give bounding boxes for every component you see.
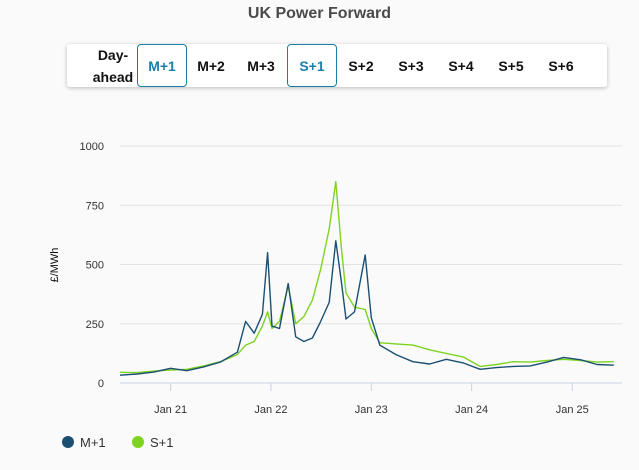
x-tick-label: Jan 22 <box>254 404 287 416</box>
tab-s1[interactable]: S+1 <box>287 44 337 87</box>
tab-s6[interactable]: S+6 <box>548 57 574 74</box>
y-tick-label: 250 <box>86 319 104 331</box>
y-tick-label: 1000 <box>80 141 104 153</box>
tab-s2[interactable]: S+2 <box>348 57 374 74</box>
tab-m2[interactable]: M+2 <box>197 57 225 74</box>
legend-label-m1: M+1 <box>80 434 106 450</box>
period-tab-bar: Day-ahead M+1 M+2 M+3 S+1 S+2 S+3 S+4 S+… <box>67 44 607 87</box>
tab-m3[interactable]: M+3 <box>247 57 275 74</box>
legend-swatch-s1 <box>132 436 144 448</box>
series-line-m1 <box>119 240 614 376</box>
y-tick-label: 750 <box>86 200 104 212</box>
x-tick-label: Jan 25 <box>556 404 589 416</box>
legend-label-s1: S+1 <box>150 434 174 450</box>
series-line-s1 <box>119 180 614 374</box>
y-tick-label: 500 <box>86 260 104 272</box>
legend-item-s1[interactable]: S+1 <box>132 432 174 452</box>
x-tick-label: Jan 24 <box>455 404 488 416</box>
legend-swatch-m1 <box>62 436 74 448</box>
chart-title: UK Power Forward <box>247 5 392 22</box>
x-tick-label: Jan 21 <box>154 404 187 416</box>
x-tick-label: Jan 23 <box>355 404 388 416</box>
tab-m1[interactable]: M+1 <box>137 44 187 87</box>
legend-item-m1[interactable]: M+1 <box>62 432 106 452</box>
tab-s3[interactable]: S+3 <box>398 57 424 74</box>
y-tick-label: 0 <box>98 378 104 390</box>
tab-s5[interactable]: S+5 <box>498 57 524 74</box>
tab-day-ahead[interactable]: Day-ahead <box>92 46 134 85</box>
tab-s4[interactable]: S+4 <box>448 57 474 74</box>
